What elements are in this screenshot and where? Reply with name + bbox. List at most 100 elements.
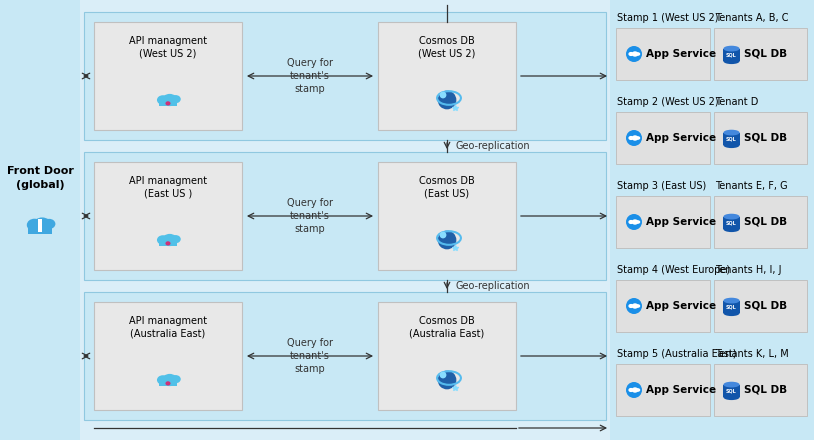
Ellipse shape — [438, 231, 457, 249]
Ellipse shape — [157, 375, 168, 385]
Bar — [0, 0, 80, 440]
Text: SQL: SQL — [726, 389, 737, 393]
Ellipse shape — [632, 303, 638, 309]
Text: App Service: App Service — [646, 49, 716, 59]
Text: Tenants A, B, C: Tenants A, B, C — [716, 13, 789, 23]
Bar — [714, 28, 807, 80]
Text: Stamp 1 (West US 2): Stamp 1 (West US 2) — [617, 13, 719, 23]
Ellipse shape — [632, 219, 638, 225]
Bar — [84, 292, 606, 420]
Text: SQL: SQL — [726, 136, 737, 141]
Bar — [714, 196, 807, 248]
Ellipse shape — [171, 375, 181, 383]
Text: App Service: App Service — [646, 301, 716, 311]
Bar — [80, 0, 610, 440]
Text: API managment
(West US 2): API managment (West US 2) — [129, 36, 207, 59]
Bar — [724, 132, 740, 145]
Text: SQL: SQL — [726, 52, 737, 57]
Ellipse shape — [628, 220, 633, 224]
Ellipse shape — [636, 136, 641, 140]
Bar — [724, 216, 740, 229]
Text: API managment
(East US ): API managment (East US ) — [129, 176, 207, 198]
Ellipse shape — [632, 135, 638, 141]
Ellipse shape — [440, 372, 446, 378]
Text: App Service: App Service — [646, 217, 716, 227]
Ellipse shape — [438, 91, 457, 110]
Bar — [84, 152, 606, 280]
Ellipse shape — [157, 95, 168, 105]
Text: Front Door
(global): Front Door (global) — [7, 166, 73, 190]
Ellipse shape — [43, 219, 55, 229]
Text: Cosmos DB
(East US): Cosmos DB (East US) — [419, 176, 475, 198]
Ellipse shape — [636, 220, 641, 224]
Ellipse shape — [724, 59, 740, 64]
Ellipse shape — [724, 130, 740, 136]
Text: Query for
tenant's
stamp: Query for tenant's stamp — [287, 338, 333, 374]
Ellipse shape — [724, 142, 740, 148]
Bar — [159, 381, 177, 386]
Ellipse shape — [157, 235, 168, 245]
Ellipse shape — [724, 310, 740, 316]
Text: Geo-replication: Geo-replication — [455, 141, 530, 151]
Bar — [159, 101, 177, 106]
Ellipse shape — [636, 52, 641, 56]
Text: Tenants E, F, G: Tenants E, F, G — [716, 181, 788, 191]
Ellipse shape — [626, 46, 642, 62]
Text: Stamp 2 (West US 2): Stamp 2 (West US 2) — [617, 97, 719, 107]
Ellipse shape — [440, 92, 446, 99]
Ellipse shape — [162, 374, 177, 386]
Bar — [84, 12, 606, 140]
Bar — [724, 48, 740, 61]
Text: SQL DB: SQL DB — [743, 301, 786, 311]
Ellipse shape — [628, 388, 633, 392]
Bar — [714, 364, 807, 416]
Ellipse shape — [165, 241, 171, 246]
Text: App Service: App Service — [646, 133, 716, 143]
Ellipse shape — [632, 387, 638, 392]
Ellipse shape — [626, 130, 642, 146]
Ellipse shape — [724, 214, 740, 220]
Bar — [94, 22, 242, 130]
Ellipse shape — [440, 231, 446, 238]
Bar — [714, 112, 807, 164]
Bar — [616, 364, 710, 416]
Bar — [94, 162, 242, 270]
Ellipse shape — [165, 381, 171, 385]
Ellipse shape — [724, 298, 740, 304]
Ellipse shape — [628, 52, 633, 56]
Ellipse shape — [626, 298, 642, 314]
Text: SQL: SQL — [726, 304, 737, 309]
Text: Tenant D: Tenant D — [716, 97, 759, 107]
Bar — [724, 385, 740, 397]
Ellipse shape — [171, 95, 181, 103]
Bar — [616, 280, 710, 332]
Text: Tenants K, L, M: Tenants K, L, M — [716, 349, 790, 359]
Ellipse shape — [27, 219, 42, 231]
Bar — [378, 162, 516, 270]
Text: SQL DB: SQL DB — [743, 217, 786, 227]
Ellipse shape — [628, 136, 633, 140]
Bar — [616, 28, 710, 80]
Ellipse shape — [628, 304, 633, 308]
Ellipse shape — [724, 226, 740, 232]
Ellipse shape — [171, 235, 181, 243]
Text: Stamp 3 (East US): Stamp 3 (East US) — [617, 181, 707, 191]
Bar — [159, 241, 177, 246]
Text: Geo-replication: Geo-replication — [455, 281, 530, 291]
Ellipse shape — [636, 304, 641, 308]
Text: SQL DB: SQL DB — [743, 133, 786, 143]
Ellipse shape — [162, 94, 177, 106]
Bar — [378, 22, 516, 130]
Bar — [28, 227, 52, 234]
Text: Stamp 5 (Australia East): Stamp 5 (Australia East) — [617, 349, 737, 359]
Bar — [714, 280, 807, 332]
Ellipse shape — [636, 388, 641, 392]
Bar — [724, 301, 740, 313]
Bar — [616, 196, 710, 248]
Bar — [616, 112, 710, 164]
Text: Query for
tenant's
stamp: Query for tenant's stamp — [287, 58, 333, 94]
Ellipse shape — [626, 382, 642, 398]
Ellipse shape — [724, 382, 740, 388]
Bar — [610, 0, 814, 440]
Text: SQL DB: SQL DB — [743, 49, 786, 59]
